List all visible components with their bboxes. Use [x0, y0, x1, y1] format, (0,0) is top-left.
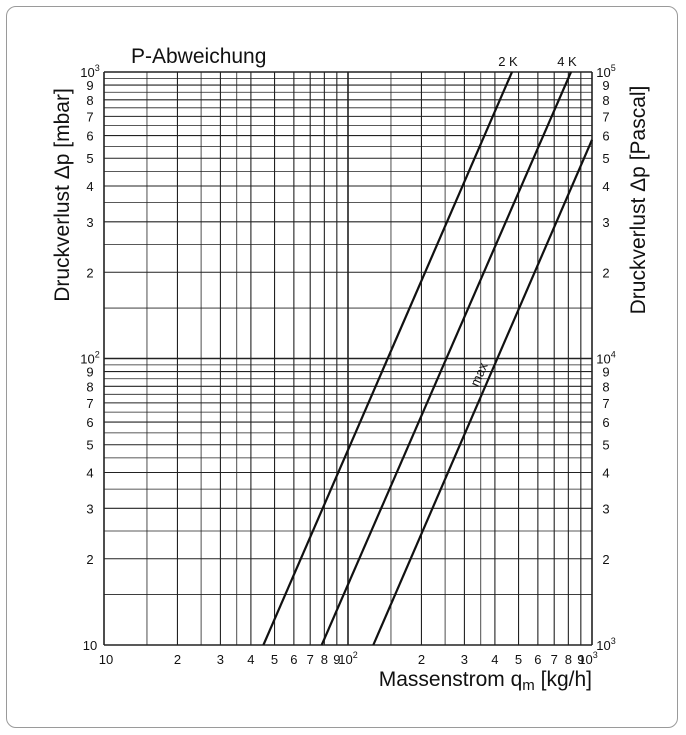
- y-tick-label-right: 6: [602, 415, 609, 430]
- y-tick-label-left: 9: [86, 78, 93, 93]
- y-tick-label-right: 2: [602, 265, 609, 280]
- y-tick-label-left: 8: [86, 379, 93, 394]
- x-tick-label: 3: [217, 652, 224, 667]
- x-axis-label-unit: [kg/h]: [535, 668, 592, 691]
- y-tick-label-left: 8: [86, 93, 93, 108]
- y-tick-label-left: 7: [86, 109, 93, 124]
- curve-2k-line: [262, 71, 514, 646]
- curve-4k-line: [320, 71, 573, 646]
- x-tick-label: 2: [418, 652, 425, 667]
- x-tick-label: 7: [551, 652, 558, 667]
- x-tick-label: 10: [99, 652, 113, 667]
- y-tick-label-right: 9: [602, 365, 609, 380]
- y-tick-label-left: 4: [86, 466, 93, 481]
- x-tick-label: 3: [461, 652, 468, 667]
- x-tick-label: 4: [247, 652, 254, 667]
- y-tick-label-left: 10: [83, 638, 97, 653]
- y-tick-label-right: 7: [602, 396, 609, 411]
- y-tick-label-right: 105: [596, 63, 615, 80]
- y-tick-label-left: 4: [86, 179, 93, 194]
- x-tick-label: 5: [271, 652, 278, 667]
- x-tick-label: 5: [515, 652, 522, 667]
- x-tick-label: 9: [577, 652, 584, 667]
- curve-2k-label: 2 K: [498, 54, 518, 69]
- y-tick-label-right: 3: [602, 501, 609, 516]
- y-tick-label-right: 8: [602, 93, 609, 108]
- x-tick-label: 2: [174, 652, 181, 667]
- y-tick-label-left: 9: [86, 365, 93, 380]
- y-tick-label-left: 7: [86, 396, 93, 411]
- y-tick-label-right: 104: [596, 350, 615, 367]
- y-tick-label-right: 7: [602, 109, 609, 124]
- x-tick-label: 103: [578, 650, 597, 667]
- y-axis-label-right: Druckverlust Δp [Pascal]: [627, 86, 650, 315]
- y-tick-label-left: 6: [86, 415, 93, 430]
- y-tick-label-left: 6: [86, 129, 93, 144]
- y-tick-label-right: 103: [596, 636, 615, 653]
- x-tick-label: 4: [491, 652, 498, 667]
- y-tick-label-left: 5: [86, 151, 93, 166]
- y-tick-label-left: 102: [80, 350, 99, 367]
- chart-card: [6, 6, 678, 728]
- y-tick-label-left: 2: [86, 265, 93, 280]
- y-tick-label-right: 5: [602, 151, 609, 166]
- y-tick-label-left: 103: [80, 63, 99, 80]
- x-tick-label: 8: [321, 652, 328, 667]
- y-tick-label-right: 3: [602, 215, 609, 230]
- y-tick-label-right: 4: [602, 466, 609, 481]
- y-tick-label-right: 5: [602, 438, 609, 453]
- x-tick-label: 7: [307, 652, 314, 667]
- y-tick-label-left: 3: [86, 215, 93, 230]
- y-tick-label-left: 2: [86, 552, 93, 567]
- y-tick-label-right: 4: [602, 179, 609, 194]
- x-tick-label: 102: [338, 650, 357, 667]
- grid: [103, 71, 593, 646]
- y-tick-label-left: 5: [86, 438, 93, 453]
- y-tick-label-left: 3: [86, 501, 93, 516]
- x-axis-label: Massenstrom qm [kg/h]: [379, 668, 592, 694]
- x-tick-label: 8: [565, 652, 572, 667]
- chart-title: P-Abweichung: [131, 45, 266, 68]
- x-axis-label-subscript: m: [522, 677, 535, 694]
- x-axis-label-main: Massenstrom q: [379, 668, 523, 691]
- x-tick-label: 6: [290, 652, 297, 667]
- x-tick-label: 9: [333, 652, 340, 667]
- curve-4k-label: 4 K: [557, 54, 577, 69]
- y-tick-label-right: 8: [602, 379, 609, 394]
- y-axis-label-left: Druckverlust Δp [mbar]: [51, 88, 74, 302]
- y-tick-label-right: 9: [602, 78, 609, 93]
- y-tick-label-right: 2: [602, 552, 609, 567]
- curve-max-line: [372, 139, 594, 646]
- y-tick-label-right: 6: [602, 129, 609, 144]
- x-tick-label: 6: [534, 652, 541, 667]
